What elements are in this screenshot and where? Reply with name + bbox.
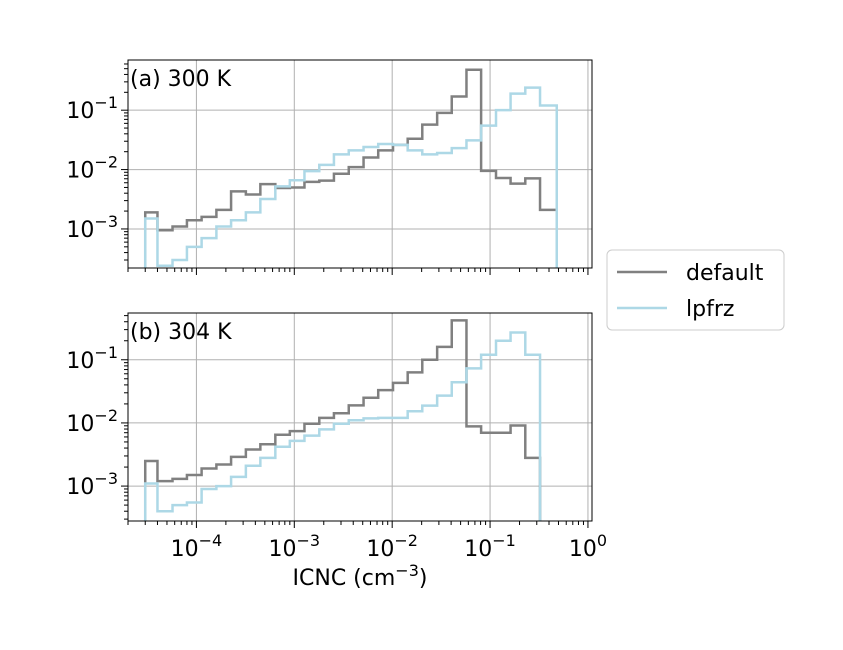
y-tick-label: 10−3 [66, 212, 118, 243]
x-tick-label: 100 [569, 531, 607, 562]
legend-label-default: default [686, 261, 764, 286]
y-tick-label: 10−2 [66, 153, 118, 184]
legend-box [606, 249, 785, 331]
y-tick-label: 10−1 [66, 343, 118, 374]
series-line-default [143, 319, 542, 521]
panel-a: 10−3 10−2 10−1 (a) 300 K [66, 59, 593, 275]
x-axis-label: ICNC (cm−3) [293, 561, 428, 591]
x-axis-label-text: ICNC (cm−3) [293, 561, 428, 591]
series-line-lpfrz [143, 331, 542, 521]
x-tick-label: 10−3 [269, 531, 321, 562]
series-line-lpfrz [143, 86, 558, 268]
grid [128, 313, 592, 521]
panel-label: (a) 300 K [130, 67, 232, 92]
panel-label: (b) 304 K [130, 320, 232, 345]
axes-frame [127, 312, 593, 522]
legend-label-lpfrz: lpfrz [686, 297, 734, 322]
x-tick-label: 10−2 [366, 531, 418, 562]
x-tick-label: 10−1 [464, 531, 516, 562]
y-tick-label: 10−3 [66, 469, 118, 500]
legend: default lpfrz [606, 249, 785, 331]
y-tick-label: 10−1 [66, 93, 118, 124]
series-line-default [143, 68, 558, 268]
panel-b: 10−3 10−2 10−1 10−4 10−3 10−2 10−1 100 (b) 304 K [66, 312, 607, 562]
axes-frame [127, 59, 593, 269]
y-tick-label: 10−2 [66, 406, 118, 437]
x-tick-label: 10−4 [171, 531, 223, 562]
grid [128, 60, 592, 268]
